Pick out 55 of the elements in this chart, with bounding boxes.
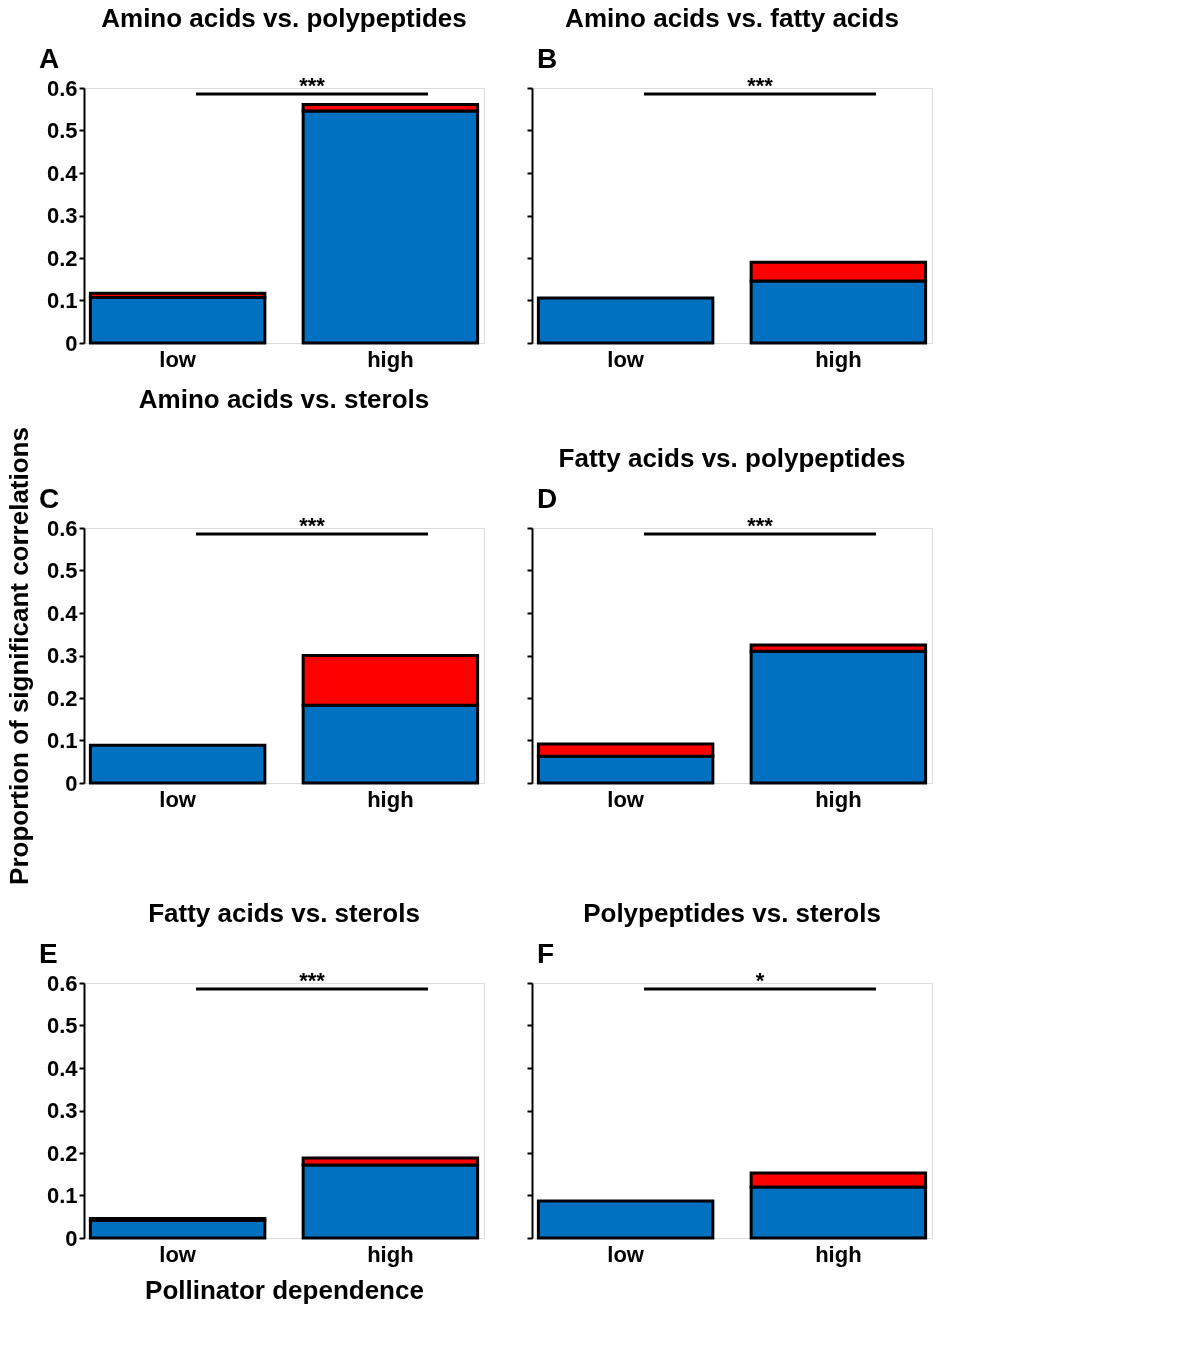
y-tick-label: 0.2: [46, 685, 78, 711]
annotation: ***: [299, 968, 326, 993]
chart-title: Amino acids vs. sterols: [138, 383, 430, 414]
y-tick-label: 0.3: [46, 203, 78, 228]
x-tick-label: low: [607, 786, 645, 812]
x-tick-label: low: [607, 346, 645, 372]
y-tick-label: 0.1: [46, 728, 78, 753]
annotation: *: [755, 968, 765, 993]
y-tick-label: 0.1: [46, 288, 78, 313]
x-tick-label: high: [367, 346, 414, 372]
y-tick-label: 0.2: [46, 245, 78, 271]
y-tick-label: 0.6: [46, 970, 78, 996]
chart-title: Fatty acids vs. sterols: [148, 898, 420, 928]
x-tick-label: high: [815, 1241, 862, 1267]
x-tick-label: high: [815, 786, 862, 812]
y-tick-label: 0.3: [46, 1098, 78, 1123]
chart-title: Polypeptides vs. sterols: [583, 898, 881, 928]
y-tick-label: 0: [65, 770, 78, 796]
text: A: [39, 43, 60, 74]
y-tick-label: 0.5: [46, 558, 78, 583]
text: C: [39, 483, 60, 514]
x-tick-label: low: [607, 1241, 645, 1267]
y-tick-label: 0: [65, 330, 78, 356]
x-tick-label: high: [367, 1241, 414, 1267]
y-tick-label: 0.5: [46, 1013, 78, 1038]
y-tick-label: 0: [65, 1225, 78, 1251]
y-tick-label: 0.4: [46, 1055, 79, 1081]
chart-title: Amino acids vs. fatty acids: [565, 3, 899, 33]
x-tick-label: low: [159, 1241, 197, 1267]
annotation: ***: [299, 73, 326, 98]
y-tick-label: 0.6: [46, 515, 78, 541]
x-axis-title: Pollinator dependence: [145, 1274, 424, 1305]
text: F: [537, 938, 555, 969]
annotation: ***: [747, 73, 774, 98]
text: D: [537, 483, 558, 514]
bar: [88, 296, 267, 345]
x-tick-label: high: [367, 786, 414, 812]
chart-title: Fatty acids vs. polypeptides: [558, 443, 906, 473]
y-tick-label: 0.4: [46, 160, 79, 186]
x-tick-label: low: [159, 346, 197, 372]
y-tick-label: 0.6: [46, 75, 78, 101]
text: B: [537, 43, 558, 74]
chart-title: Amino acids vs. polypeptides: [101, 3, 467, 33]
y-tick-label: 0.3: [46, 643, 78, 668]
bar: [88, 743, 267, 785]
x-tick-label: high: [815, 346, 862, 372]
y-tick-label: 0.2: [46, 1140, 78, 1166]
y-axis-title: Proportion of significant correlations: [3, 427, 34, 885]
annotation: ***: [299, 513, 326, 538]
y-tick-label: 0.4: [46, 600, 79, 626]
text: E: [39, 938, 58, 969]
x-tick-label: low: [159, 786, 197, 812]
y-tick-label: 0.1: [46, 1183, 78, 1208]
annotation: ***: [747, 513, 774, 538]
y-tick-label: 0.5: [46, 118, 78, 143]
